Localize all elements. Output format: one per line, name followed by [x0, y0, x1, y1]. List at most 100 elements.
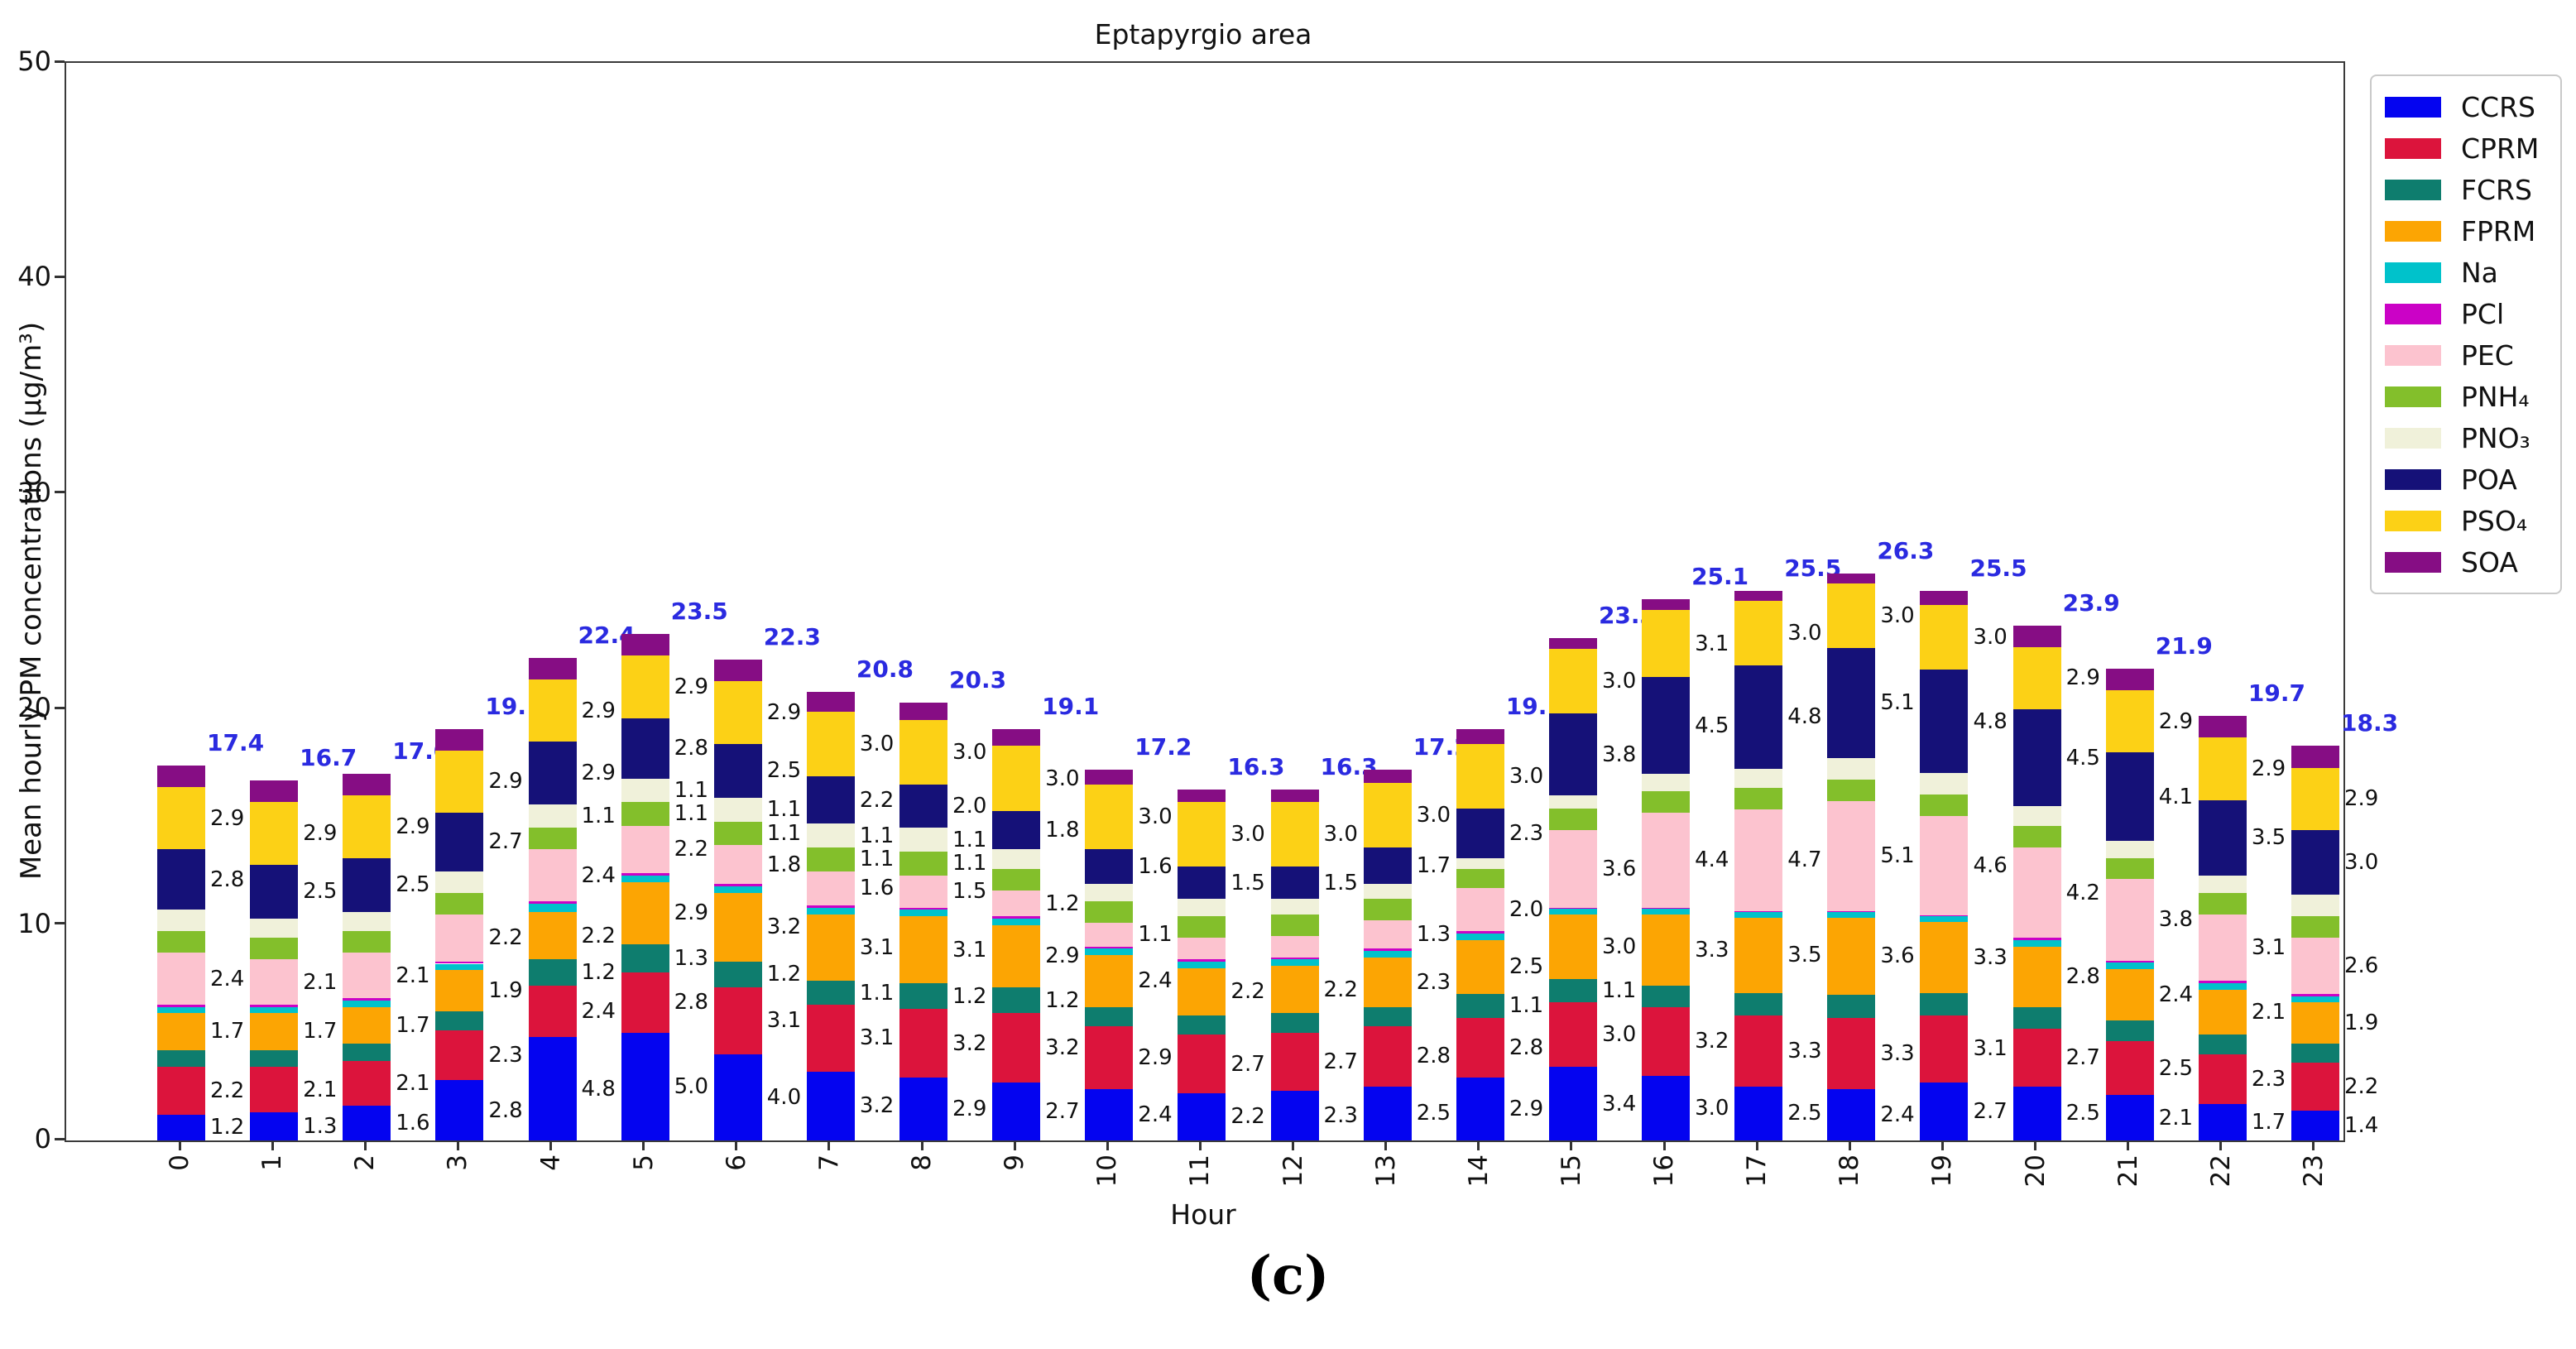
bar-segment-Na-h15 [1548, 909, 1597, 915]
bar-segment-PNO3-h15 [1548, 795, 1597, 809]
bar-segment-PNH4-h8 [899, 852, 948, 876]
segment-label-PNH4-h5: 1.1 [674, 801, 708, 827]
bar-segment-FPRM-h4 [528, 911, 577, 960]
bar-segment-CCRS-h3 [435, 1080, 484, 1140]
legend-item-Na: Na [2372, 252, 2560, 293]
bar-segment-PNO3-h4 [528, 804, 577, 828]
bar-segment-CPRM-h7 [806, 1004, 855, 1072]
bar-segment-PEC-h22 [2198, 914, 2247, 982]
bar-segment-CPRM-h10 [1085, 1026, 1134, 1089]
bar-segment-CPRM-h23 [2291, 1063, 2339, 1111]
bar-segment-FCRS-h10 [1085, 1006, 1134, 1026]
legend-label-FCRS: FCRS [2461, 173, 2532, 206]
segment-label-POA-h5: 2.8 [674, 736, 708, 761]
bar-segment-SOA-h3 [435, 728, 484, 751]
bar-segment-PNH4-h4 [528, 828, 577, 850]
segment-label-CPRM-h15: 3.0 [1601, 1022, 1637, 1048]
segment-label-POA-h9: 1.8 [1045, 818, 1080, 843]
segment-label-CPRM-h5: 2.8 [674, 990, 708, 1015]
bar-segment-CPRM-h22 [2198, 1054, 2247, 1104]
bar-segment-CCRS-h19 [1920, 1082, 1969, 1140]
segment-label-POA-h1: 2.5 [303, 879, 338, 905]
bar-segment-POA-h9 [992, 810, 1041, 850]
segment-label-FPRM-h22: 2.1 [2251, 1000, 2286, 1025]
bar-segment-SOA-h19 [1920, 590, 1969, 605]
y-tick-label: 10 [17, 907, 51, 939]
bar-segment-PCl-h8 [899, 907, 948, 910]
bar-segment-PEC-h17 [1734, 809, 1783, 911]
legend-item-FPRM: FPRM [2372, 210, 2560, 252]
segment-label-CCRS-h8: 2.9 [952, 1097, 987, 1122]
total-label-h9: 19.1 [1042, 692, 1100, 720]
segment-label-CPRM-h18: 3.3 [1880, 1040, 1915, 1066]
x-tick [2034, 1140, 2037, 1150]
legend-swatch-FCRS [2385, 179, 2441, 200]
bar-segment-PNO3-h19 [1920, 773, 1969, 795]
segment-label-CCRS-h9: 2.7 [1045, 1098, 1080, 1124]
segment-label-CCRS-h3: 2.8 [488, 1097, 523, 1123]
bar-segment-PEC-h9 [992, 890, 1041, 917]
bar-segment-PNH4-h3 [435, 892, 484, 915]
segment-label-CPRM-h10: 2.9 [1138, 1044, 1173, 1070]
bar-segment-PCl-h9 [992, 916, 1041, 919]
segment-label-CPRM-h11: 2.7 [1230, 1051, 1265, 1077]
segment-label-PEC-h10: 1.1 [1138, 922, 1173, 948]
bar-segment-PNO3-h16 [1642, 774, 1691, 792]
total-label-h7: 20.8 [856, 655, 914, 684]
bar-segment-PSO4-h7 [806, 711, 855, 776]
segment-label-CPRM-h23: 2.2 [2343, 1073, 2379, 1099]
segment-label-PNO3-h8: 1.1 [952, 827, 987, 852]
bar-segment-SOA-h6 [713, 660, 762, 682]
segment-label-PEC-h5: 2.2 [674, 837, 708, 862]
bar-segment-PNH4-h2 [343, 931, 391, 953]
bar-segment-POA-h3 [435, 813, 484, 871]
legend-label-PCl: PCl [2461, 297, 2505, 330]
segment-label-POA-h10: 1.6 [1138, 854, 1173, 880]
x-tick [1106, 1140, 1109, 1150]
bar-segment-CPRM-h1 [250, 1067, 299, 1113]
bar-segment-PSO4-h15 [1548, 649, 1597, 714]
segment-label-PEC-h9: 1.2 [1045, 891, 1080, 916]
segment-label-PSO4-h4: 2.9 [581, 698, 616, 723]
bar-segment-CPRM-h15 [1548, 1002, 1597, 1068]
total-label-h5: 23.5 [670, 598, 728, 626]
segment-label-FCRS-h5: 1.3 [674, 945, 708, 971]
x-tick [1940, 1140, 1944, 1150]
bar-segment-PCl-h1 [250, 1004, 299, 1007]
bar-segment-PNO3-h11 [1178, 899, 1226, 917]
legend-swatch-CPRM [2385, 137, 2441, 159]
bar-segment-POA-h13 [1363, 847, 1412, 885]
segment-label-CCRS-h18: 2.4 [1880, 1102, 1915, 1127]
bar-segment-FPRM-h11 [1178, 967, 1226, 1015]
segment-label-PEC-h14: 2.0 [1509, 897, 1544, 923]
bar-segment-FPRM-h2 [343, 1006, 391, 1044]
segment-label-PSO4-h20: 2.9 [2065, 665, 2100, 691]
x-tick [642, 1140, 645, 1150]
legend-swatch-PSO4 [2385, 510, 2441, 531]
bar-segment-POA-h22 [2198, 799, 2247, 876]
bar-segment-FPRM-h17 [1734, 917, 1783, 993]
bar-segment-PCl-h22 [2198, 981, 2247, 983]
bar-segment-SOA-h10 [1085, 770, 1134, 785]
bar-segment-Na-h11 [1178, 961, 1226, 968]
total-label-h20: 23.9 [2062, 588, 2120, 617]
bar-segment-SOA-h4 [528, 657, 577, 679]
bar-segment-FCRS-h9 [992, 987, 1041, 1014]
bar-segment-PSO4-h22 [2198, 737, 2247, 800]
bar-segment-SOA-h1 [250, 780, 299, 803]
bar-segment-PNH4-h15 [1548, 809, 1597, 831]
segment-label-PSO4-h5: 2.9 [674, 674, 708, 699]
bar-segment-PCl-h3 [435, 961, 484, 964]
segment-label-CPRM-h22: 2.3 [2251, 1066, 2286, 1092]
bar-segment-FPRM-h12 [1270, 966, 1319, 1014]
bar-segment-PNH4-h21 [2105, 857, 2154, 879]
bar-segment-CPRM-h17 [1734, 1015, 1783, 1087]
segment-label-FPRM-h17: 3.5 [1787, 943, 1822, 968]
segment-label-PSO4-h7: 3.0 [859, 731, 895, 756]
segment-label-CCRS-h12: 2.3 [1323, 1103, 1358, 1129]
bar-segment-PNH4-h10 [1085, 900, 1134, 923]
bar-segment-Na-h20 [2012, 939, 2061, 947]
bar-segment-PNO3-h0 [157, 910, 205, 932]
bar-segment-FPRM-h0 [157, 1013, 205, 1050]
